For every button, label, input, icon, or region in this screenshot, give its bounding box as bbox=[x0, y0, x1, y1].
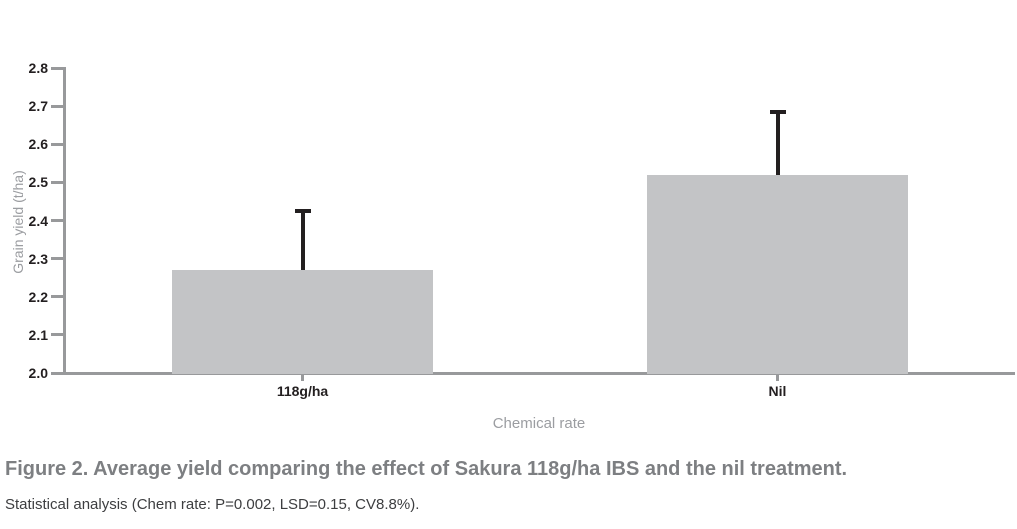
error-bar-cap bbox=[769, 109, 786, 114]
y-axis-tick bbox=[51, 257, 64, 261]
x-axis-title: Chemical rate bbox=[492, 415, 586, 432]
x-axis-category-label: Nil bbox=[768, 383, 787, 399]
error-bar-cap bbox=[294, 209, 311, 214]
y-axis-tick bbox=[51, 142, 64, 146]
x-axis-tick bbox=[301, 375, 304, 381]
y-axis-tick-label: 2.4 bbox=[28, 212, 48, 229]
error-bar bbox=[300, 209, 305, 271]
y-axis-tick-label: 2.2 bbox=[28, 288, 48, 305]
error-bar bbox=[775, 109, 780, 175]
y-axis-tick bbox=[51, 104, 64, 108]
y-axis-tick bbox=[51, 333, 64, 337]
y-axis-tick-label: 2.7 bbox=[28, 98, 48, 115]
y-axis-tick bbox=[51, 371, 64, 375]
figure-caption: Figure 2. Average yield comparing the ef… bbox=[5, 458, 848, 480]
bar-118g-ha bbox=[172, 270, 433, 374]
y-axis-tick bbox=[51, 219, 64, 222]
y-axis-tick-label: 2.0 bbox=[28, 365, 48, 381]
x-axis-line bbox=[63, 372, 1015, 375]
y-axis-tick-label: 2.3 bbox=[28, 250, 48, 267]
x-axis-tick bbox=[776, 375, 779, 381]
y-axis-tick-label: 2.8 bbox=[28, 60, 48, 76]
y-axis-tick bbox=[51, 66, 64, 70]
x-axis-category-label: 118g/ha bbox=[276, 383, 329, 399]
y-axis-tick-label: 2.5 bbox=[28, 174, 48, 191]
y-axis-tick-label: 2.1 bbox=[28, 326, 48, 343]
bar-nil bbox=[647, 174, 908, 374]
y-axis-tick-label: 2.6 bbox=[28, 136, 48, 153]
y-axis-tick bbox=[51, 295, 64, 299]
figure-footnote: Statistical analysis (Chem rate: P=0.002… bbox=[5, 496, 420, 513]
y-axis-tick bbox=[51, 180, 64, 184]
y-axis-line bbox=[63, 67, 66, 375]
